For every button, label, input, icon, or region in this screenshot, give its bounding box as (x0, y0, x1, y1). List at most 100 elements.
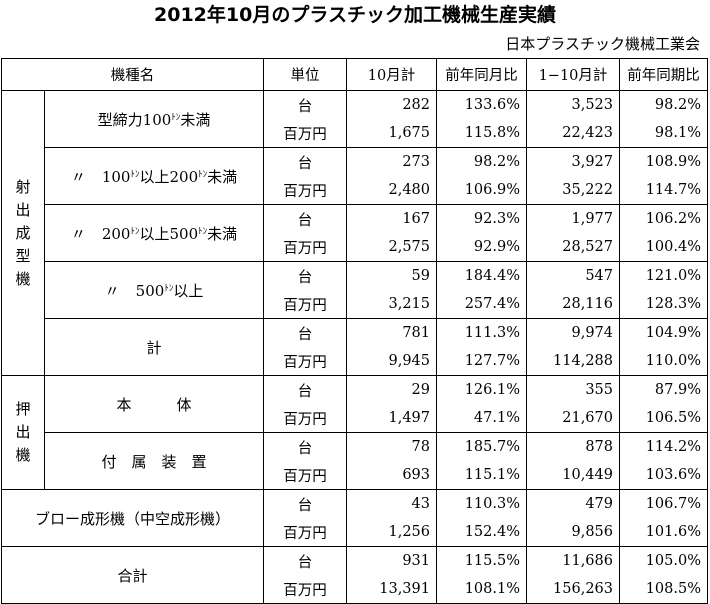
cell: 106.5% (619, 404, 708, 433)
cell: 931 (346, 546, 437, 575)
cell: 29 (346, 375, 437, 404)
cell: 105.0% (619, 546, 708, 575)
cell: 3,215 (346, 290, 437, 319)
cell: 110.3% (436, 489, 527, 518)
cell: 3,523 (526, 90, 620, 119)
unit-cell: 百万円 (263, 518, 347, 547)
table-row: 〃 100ﾄﾝ以上200ﾄﾝ未満 台 273 98.2% 3,927 108.9% (2, 147, 708, 205)
table-row: 百万円 1,675 115.8% 22,423 98.1% (2, 119, 708, 148)
table-row: 百万円 2,575 92.9% 28,527 100.4% (2, 233, 708, 262)
item-label: 型締力100ﾄﾝ未満 (44, 90, 264, 148)
cell: 693 (346, 461, 437, 490)
unit-cell: 百万円 (263, 575, 347, 604)
table-row: 百万円 1,256 152.4% 9,856 101.6% (2, 518, 708, 547)
table-row: 〃 500ﾄﾝ以上 台 59 184.4% 547 121.0% (2, 261, 708, 319)
cell: 878 (526, 432, 620, 461)
cell: 13,391 (346, 575, 437, 604)
cell: 2,575 (346, 233, 437, 262)
cell: 11,686 (526, 546, 620, 575)
cell: 43 (346, 489, 437, 518)
cell: 87.9% (619, 375, 708, 404)
item-label: 〃 100ﾄﾝ以上200ﾄﾝ未満 (44, 147, 264, 205)
unit-cell: 台 (263, 375, 347, 404)
cell: 92.3% (436, 204, 527, 233)
unit-cell: 台 (263, 90, 347, 119)
table-row: 百万円 3,215 257.4% 28,116 128.3% (2, 290, 708, 319)
cell: 59 (346, 261, 437, 290)
unit-cell: 百万円 (263, 119, 347, 148)
cell: 1,256 (346, 518, 437, 547)
unit-cell: 台 (263, 204, 347, 233)
unit-cell: 百万円 (263, 176, 347, 205)
cell: 156,263 (526, 575, 620, 604)
header-ytd: 1−10月計 (526, 58, 620, 91)
cell: 98.2% (436, 147, 527, 176)
header-ytd-yoy: 前年同期比 (619, 58, 708, 91)
cell: 35,222 (526, 176, 620, 205)
unit-cell: 百万円 (263, 404, 347, 433)
cell: 21,670 (526, 404, 620, 433)
unit-cell: 台 (263, 546, 347, 575)
header-month: 10月計 (346, 58, 437, 91)
unit-cell: 百万円 (263, 461, 347, 490)
cell: 92.9% (436, 233, 527, 262)
cell: 98.2% (619, 90, 708, 119)
cell: 127.7% (436, 347, 527, 376)
cell: 110.0% (619, 347, 708, 376)
cell: 104.9% (619, 318, 708, 347)
item-label: 〃 500ﾄﾝ以上 (44, 261, 264, 319)
cell: 121.0% (619, 261, 708, 290)
cell: 167 (346, 204, 437, 233)
item-label: 本 体 (44, 375, 264, 433)
cell: 22,423 (526, 119, 620, 148)
cell: 355 (526, 375, 620, 404)
cell: 98.1% (619, 119, 708, 148)
production-table: 機種名 単位 10月計 前年同月比 1−10月計 前年同期比 射 出 成 型 機… (1, 58, 708, 604)
item-label: 〃 200ﾄﾝ以上500ﾄﾝ未満 (44, 204, 264, 262)
unit-cell: 台 (263, 261, 347, 290)
cell: 114,288 (526, 347, 620, 376)
cell: 273 (346, 147, 437, 176)
cell: 781 (346, 318, 437, 347)
cell: 115.1% (436, 461, 527, 490)
cell: 106.9% (436, 176, 527, 205)
unit-cell: 百万円 (263, 290, 347, 319)
cell: 108.5% (619, 575, 708, 604)
page-title: 2012年10月のプラスチック加工機械生産実績 (154, 4, 556, 26)
category-injection: 射 出 成 型 機 (1, 90, 45, 376)
cell: 103.6% (619, 461, 708, 490)
table-row: 押 出 機 本 体 台 29 126.1% 355 87.9% (1, 375, 708, 490)
unit-cell: 台 (263, 489, 347, 518)
cell: 133.6% (436, 90, 527, 119)
cell: 479 (526, 489, 620, 518)
cell: 115.8% (436, 119, 527, 148)
table-header-row: 機種名 単位 10月計 前年同月比 1−10月計 前年同期比 (1, 58, 708, 91)
cell: 282 (346, 90, 437, 119)
unit-cell: 台 (263, 318, 347, 347)
cell: 111.3% (436, 318, 527, 347)
cell: 106.7% (619, 489, 708, 518)
cell: 10,449 (526, 461, 620, 490)
organization-name: 日本プラスチック機械工業会 (505, 35, 700, 53)
item-label: 付 属 装 置 (44, 432, 264, 490)
cell: 28,527 (526, 233, 620, 262)
table-row: 計 台 781 111.3% 9,974 104.9% (2, 318, 708, 376)
table-row: 合計 台 931 115.5% 11,686 105.0% (1, 546, 708, 604)
category-extrusion: 押 出 機 (1, 375, 45, 490)
cell: 115.5% (436, 546, 527, 575)
cell: 1,977 (526, 204, 620, 233)
cell: 3,927 (526, 147, 620, 176)
table-row: 百万円 2,480 106.9% 35,222 114.7% (2, 176, 708, 205)
cell: 126.1% (436, 375, 527, 404)
cell: 257.4% (436, 290, 527, 319)
cell: 128.3% (619, 290, 708, 319)
cell: 9,974 (526, 318, 620, 347)
cell: 47.1% (436, 404, 527, 433)
cell: 2,480 (346, 176, 437, 205)
cell: 101.6% (619, 518, 708, 547)
subtotal-label: 計 (44, 318, 264, 376)
table-row: ブロー成形機（中空成形機） 台 43 110.3% 479 106.7% (1, 489, 708, 547)
cell: 185.7% (436, 432, 527, 461)
unit-cell: 百万円 (263, 233, 347, 262)
unit-cell: 百万円 (263, 347, 347, 376)
